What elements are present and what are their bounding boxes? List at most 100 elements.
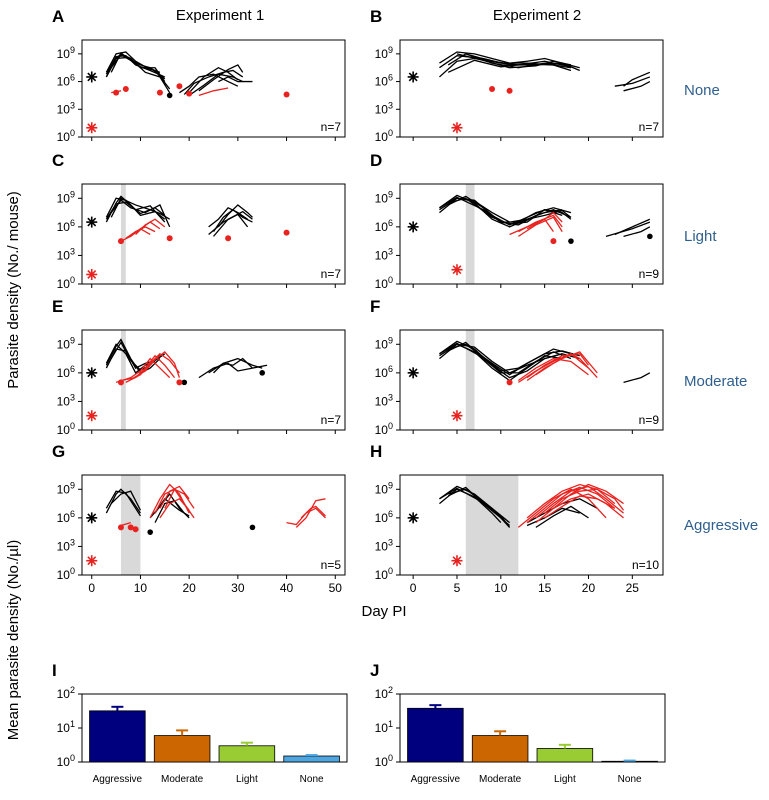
red-point-C-3 [283,229,290,236]
panel-I: I 100 101 102 Aggressive Moderate Light None [52,661,348,785]
panel-C: C 100 103 106 109 n=7 [52,151,346,291]
black-series-A-7 [183,69,244,95]
treatment-window-D [465,184,475,284]
y-axis-title-line-panels: Parasite density (No./ mouse) [5,191,22,389]
y-tick-label-C-2: 106 [57,218,75,234]
baseline-star-red-A [86,122,98,134]
red-point-A-2 [156,89,163,96]
black-series-A-2 [105,55,166,78]
y-tick-label-B-3: 109 [375,45,393,61]
x-category-label-I-0: Aggressive [93,774,143,785]
y-tick-label-A-0: 100 [57,128,75,144]
black-point-G-0 [147,529,153,535]
black-series-C-4 [110,197,170,220]
panel-E: E 100 103 106 109 n=7 [52,297,346,437]
red-series-A-1 [198,87,229,97]
y-tick-label-I-1: 101 [57,719,75,735]
column-title-experiment-1: Experiment 1 [176,7,264,24]
panel-letter-B: B [370,7,382,26]
baseline-star-red-E [86,410,98,422]
bar-J-light [536,748,594,763]
bar-J-aggressive [407,707,464,763]
black-series-C-8 [217,204,253,228]
red-series-E-3 [130,351,181,381]
y-tick-label-J-1: 101 [375,719,393,735]
treatment-window-H [465,475,519,575]
red-point-G-0 [117,524,124,531]
red-point-C-2 [225,235,232,242]
y-tick-label-G-0: 100 [57,566,75,582]
x-category-label-I-1: Moderate [161,774,204,785]
y-tick-label-F-3: 109 [375,335,393,351]
black-series-C-9 [213,210,253,237]
panel-frame-A [81,39,346,138]
black-series-F-5 [439,343,580,374]
y-tick-label-C-0: 100 [57,275,75,291]
baseline-star-black-C [86,216,98,228]
y-tick-label-I-2: 102 [57,685,75,701]
black-series-C-3 [105,201,166,220]
black-series-G-5 [154,497,190,517]
y-tick-label-F-0: 100 [375,421,393,437]
y-tick-label-E-2: 106 [57,364,75,380]
y-tick-label-G-3: 109 [57,480,75,496]
x-tick-label-H-4: 20 [582,581,596,595]
x-tick-label-G-1: 10 [134,581,148,595]
red-point-E-1 [176,379,183,386]
black-series-G-0 [105,488,141,514]
red-series-F-3 [535,353,598,379]
red-series-D-0 [509,218,554,236]
y-tick-label-D-2: 106 [375,218,393,234]
panel-letter-H: H [370,442,382,461]
black-series-G-2 [110,490,142,511]
panel-letter-G: G [52,442,65,461]
baseline-star-black-B [407,71,419,83]
black-series-D-6 [623,226,651,238]
y-tick-label-E-3: 109 [57,335,75,351]
red-series-E-2 [125,352,180,383]
black-series-A-5 [110,53,171,93]
y-tick-label-J-0: 100 [375,753,393,769]
black-point-D-1 [647,233,653,240]
x-category-label-J-1: Moderate [479,774,522,785]
panel-frame-F [399,329,664,431]
x-tick-label-G-4: 40 [280,581,294,595]
red-series-H-2 [526,483,616,519]
bar-I-aggressive [89,710,146,763]
red-series-F-4 [517,357,589,382]
red-point-G-1 [127,524,134,531]
red-point-E-0 [117,379,124,386]
red-point-F-0 [506,379,513,386]
baseline-star-red-B [451,122,463,134]
black-point-D-0 [568,238,574,244]
y-tick-label-G-1: 103 [57,537,75,553]
black-series-A-10 [188,73,244,96]
baseline-star-red-D [451,264,463,276]
baseline-star-red-F [451,410,463,422]
red-series-F-1 [526,353,589,379]
y-tick-label-D-1: 103 [375,246,393,262]
black-series-E-6 [208,357,263,374]
treatment-window-F [465,330,475,430]
black-series-B-8 [614,76,651,87]
n-label-B: n=7 [639,120,660,134]
red-point-B-0 [489,85,496,92]
y-tick-label-A-3: 109 [57,45,75,61]
y-axis-title-bar-panels: Mean parasite density (No./µl) [5,540,22,740]
y-tick-label-D-3: 109 [375,189,393,205]
red-point-A-0 [113,89,120,96]
panel-frame-C [81,183,346,285]
panel-frame-D [399,183,664,285]
y-tick-label-E-0: 100 [57,421,75,437]
x-tick-label-G-2: 20 [182,581,196,595]
red-point-A-3 [176,83,183,90]
baseline-star-black-G [86,512,98,524]
panel-frame-E [81,329,346,431]
y-tick-label-G-2: 106 [57,509,75,525]
baseline-star-black-E [86,367,98,379]
panel-letter-E: E [52,297,63,316]
y-tick-label-F-1: 103 [375,392,393,408]
n-label-F: n=9 [639,413,660,427]
n-label-G: n=5 [321,558,342,572]
y-tick-label-B-0: 100 [375,128,393,144]
